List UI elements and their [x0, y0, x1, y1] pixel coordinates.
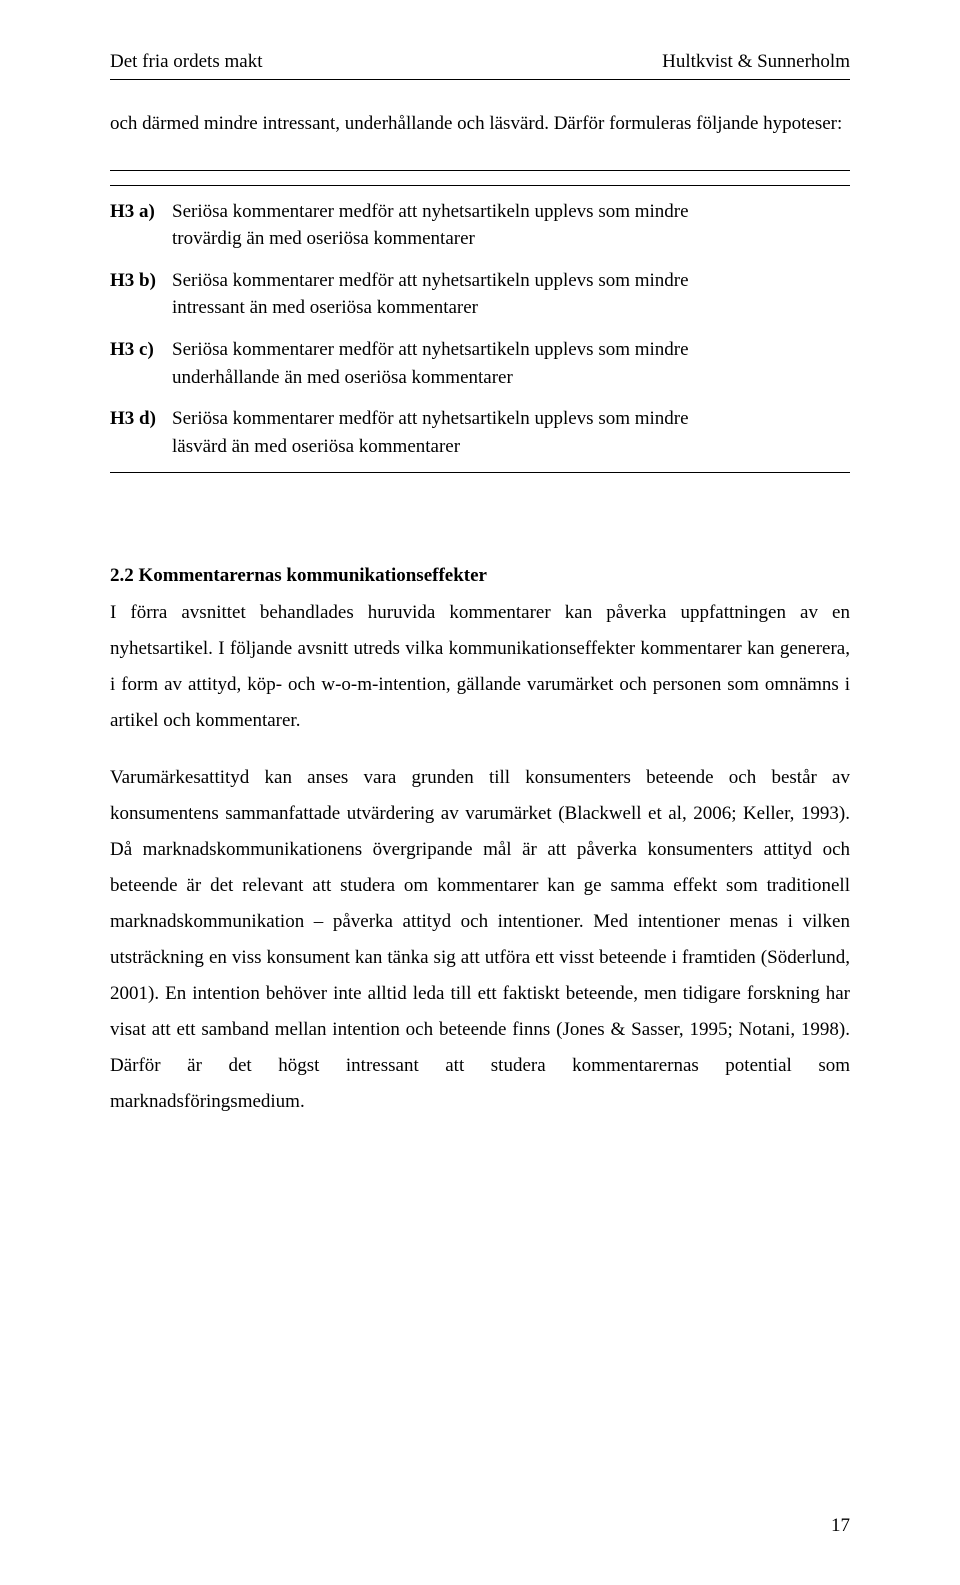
- hypothesis-row: H3 d) Seriösa kommentarer medför att nyh…: [110, 405, 850, 460]
- body-paragraph: Varumärkesattityd kan anses vara grunden…: [110, 760, 850, 1121]
- hypothesis-text: Seriösa kommentarer medför att nyhetsart…: [172, 405, 720, 460]
- document-page: Det fria ordets makt Hultkvist & Sunnerh…: [0, 0, 960, 1585]
- section-heading: 2.2 Kommentarernas kommunikationseffekte…: [110, 565, 850, 587]
- header-rule: [110, 79, 850, 80]
- body-paragraph: I förra avsnittet behandlades huruvida k…: [110, 595, 850, 739]
- intro-paragraph: och därmed mindre intressant, underhålla…: [110, 106, 850, 142]
- hypothesis-text: Seriösa kommentarer medför att nyhetsart…: [172, 198, 720, 253]
- header-right: Hultkvist & Sunnerholm: [662, 50, 850, 75]
- hypothesis-text: Seriösa kommentarer medför att nyhetsart…: [172, 267, 720, 322]
- hypothesis-label: H3 d): [110, 405, 172, 460]
- hypothesis-row: H3 b) Seriösa kommentarer medför att nyh…: [110, 267, 850, 322]
- hypotheses-inner-rule: [110, 185, 850, 186]
- hypothesis-label: H3 c): [110, 336, 172, 391]
- hypothesis-label: H3 b): [110, 267, 172, 322]
- header-left: Det fria ordets makt: [110, 50, 262, 75]
- page-number: 17: [831, 1515, 850, 1537]
- hypothesis-text: Seriösa kommentarer medför att nyhetsart…: [172, 336, 720, 391]
- hypothesis-row: H3 c) Seriösa kommentarer medför att nyh…: [110, 336, 850, 391]
- hypotheses-block: H3 a) Seriösa kommentarer medför att nyh…: [110, 170, 850, 473]
- hypothesis-row: H3 a) Seriösa kommentarer medför att nyh…: [110, 198, 850, 253]
- running-header: Det fria ordets makt Hultkvist & Sunnerh…: [110, 50, 850, 75]
- hypothesis-label: H3 a): [110, 198, 172, 253]
